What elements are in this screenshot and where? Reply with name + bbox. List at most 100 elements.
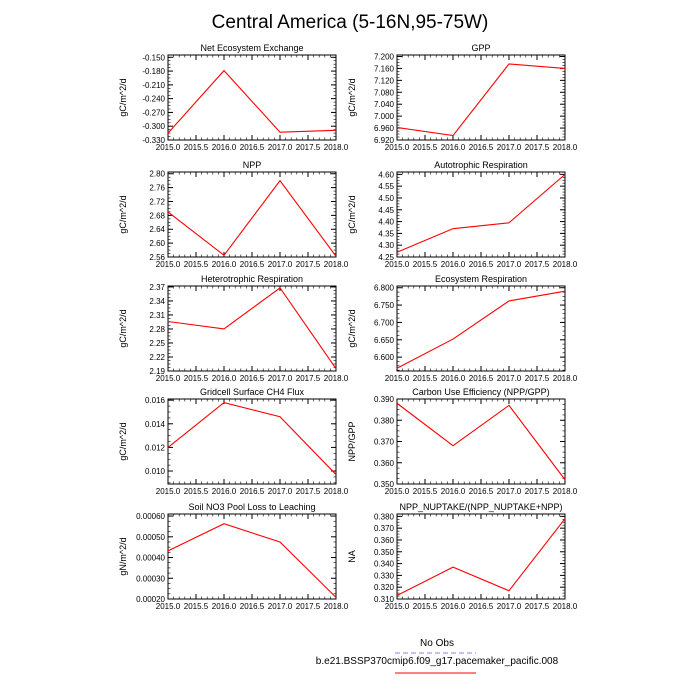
x-tick-label: 2015.0	[385, 487, 410, 496]
series-line-model	[396, 402, 566, 481]
y-axis-label: gC/m^2/d	[118, 195, 128, 233]
y-tick-label: 4.40	[378, 218, 394, 227]
y-tick-label: 2.31	[149, 311, 165, 320]
y-axis-label: gC/m^2/d	[347, 195, 357, 233]
x-tick-label: 2015.0	[156, 260, 181, 269]
y-tick-label: 0.012	[145, 443, 166, 452]
plot-frame	[396, 171, 566, 258]
panel-title: Heterotrophic Respiration	[201, 274, 303, 284]
y-tick-label: -0.300	[142, 122, 165, 131]
x-tick-label: 2015.5	[413, 487, 438, 496]
panel-9: Soil NO3 Pool Loss to Leaching gN/m^2/d 20…	[118, 502, 349, 611]
y-tick-label: 4.45	[378, 206, 394, 215]
x-tick-label: 2015.0	[385, 260, 410, 269]
x-tick-label: 2016.5	[240, 374, 265, 383]
x-tick-label: 2017.0	[268, 487, 293, 496]
x-tick-label: 2018.0	[553, 602, 578, 611]
x-tick-label: 2016.5	[469, 487, 494, 496]
series-line-model	[167, 287, 337, 369]
panel-title: Soil NO3 Pool Loss to Leaching	[188, 502, 315, 512]
x-tick-label: 2018.0	[553, 260, 578, 269]
x-tick-label: 2015.0	[156, 602, 181, 611]
y-tick-label: 6.650	[374, 336, 395, 345]
y-tick-label: 6.800	[374, 284, 395, 293]
x-tick-label: 2016.0	[441, 487, 466, 496]
x-tick-label: 2017.5	[525, 602, 550, 611]
x-tick-label: 2018.0	[324, 143, 349, 152]
y-tick-label: 0.360	[374, 459, 395, 468]
x-tick-label: 2016.5	[469, 260, 494, 269]
y-tick-label: 4.25	[378, 253, 394, 262]
y-tick-label: -0.180	[142, 67, 165, 76]
y-tick-label: -0.150	[142, 53, 165, 62]
x-tick-label: 2016.5	[240, 602, 265, 611]
y-tick-label: 2.56	[149, 253, 165, 262]
panel-4: Autotrophic Respiration gC/m^2/d 2015.0 201…	[347, 160, 578, 269]
series-line-model	[167, 69, 337, 134]
legend: No Obs b.e21.BSSP370cmip6.f09_g17.pacema…	[316, 638, 559, 674]
x-tick-label: 2017.0	[497, 487, 522, 496]
y-axis-label: NA	[347, 550, 357, 563]
plot-frame	[167, 54, 337, 141]
x-tick-label: 2017.0	[497, 602, 522, 611]
x-tick-label: 2015.5	[413, 143, 438, 152]
y-tick-label: 0.00040	[136, 554, 165, 563]
y-tick-label: 7.000	[374, 112, 395, 121]
y-axis-label: gC/m^2/d	[118, 78, 128, 116]
x-tick-label: 2018.0	[553, 143, 578, 152]
y-tick-label: 2.72	[149, 197, 165, 206]
y-tick-label: 0.350	[374, 548, 395, 557]
y-axis-label: gC/m^2/d	[118, 422, 128, 460]
plot-frame	[167, 285, 337, 372]
x-tick-label: 2015.5	[184, 487, 209, 496]
plot-frame	[396, 285, 566, 372]
x-tick-label: 2018.0	[553, 487, 578, 496]
x-tick-label: 2017.0	[268, 602, 293, 611]
y-tick-label: 4.30	[378, 241, 394, 250]
x-tick-label: 2015.0	[385, 374, 410, 383]
panel-8: Carbon Use Efficiency (NPP/GPP) NPP/GPP 20…	[347, 387, 578, 496]
panel-title: Ecosystem Respiration	[435, 274, 527, 284]
x-tick-label: 2016.0	[212, 143, 237, 152]
x-tick-label: 2015.5	[184, 260, 209, 269]
y-tick-label: 0.390	[374, 395, 395, 404]
series-line-model	[167, 401, 337, 475]
y-axis-label: NPP/GPP	[347, 421, 357, 461]
y-tick-label: 7.200	[374, 52, 395, 61]
y-tick-label: 2.25	[149, 339, 165, 348]
plot-frame	[167, 171, 337, 258]
y-tick-label: -0.210	[142, 81, 165, 90]
panel-title: Autotrophic Respiration	[434, 160, 528, 170]
y-tick-label: 2.64	[149, 225, 165, 234]
y-tick-label: 0.310	[374, 595, 395, 604]
x-tick-label: 2015.5	[184, 602, 209, 611]
legend-model-label: b.e21.BSSP370cmip6.f09_g17.pacemaker_pac…	[316, 656, 559, 667]
series-line-model	[396, 63, 566, 137]
y-tick-label: 0.360	[374, 536, 395, 545]
x-tick-label: 2015.0	[156, 487, 181, 496]
series-line-model	[396, 518, 566, 596]
x-tick-label: 2017.5	[296, 143, 321, 152]
y-tick-label: 2.34	[149, 297, 165, 306]
y-tick-label: 2.28	[149, 325, 165, 334]
x-tick-label: 2017.0	[497, 374, 522, 383]
panel-title: Carbon Use Efficiency (NPP/GPP)	[412, 387, 549, 397]
legend-obs-label: No Obs	[420, 638, 454, 649]
x-tick-label: 2015.0	[385, 143, 410, 152]
series-line-model	[167, 523, 337, 598]
y-tick-label: 7.160	[374, 64, 395, 73]
y-tick-label: 0.016	[145, 396, 166, 405]
x-tick-label: 2017.5	[296, 260, 321, 269]
plot-frame	[167, 398, 337, 485]
y-tick-label: 4.50	[378, 194, 394, 203]
panel-title: NPP	[243, 160, 262, 170]
y-tick-label: 0.370	[374, 438, 395, 447]
y-tick-label: 7.080	[374, 88, 395, 97]
y-tick-label: 2.19	[149, 367, 165, 376]
x-tick-label: 2015.0	[156, 143, 181, 152]
y-tick-label: 7.040	[374, 100, 395, 109]
